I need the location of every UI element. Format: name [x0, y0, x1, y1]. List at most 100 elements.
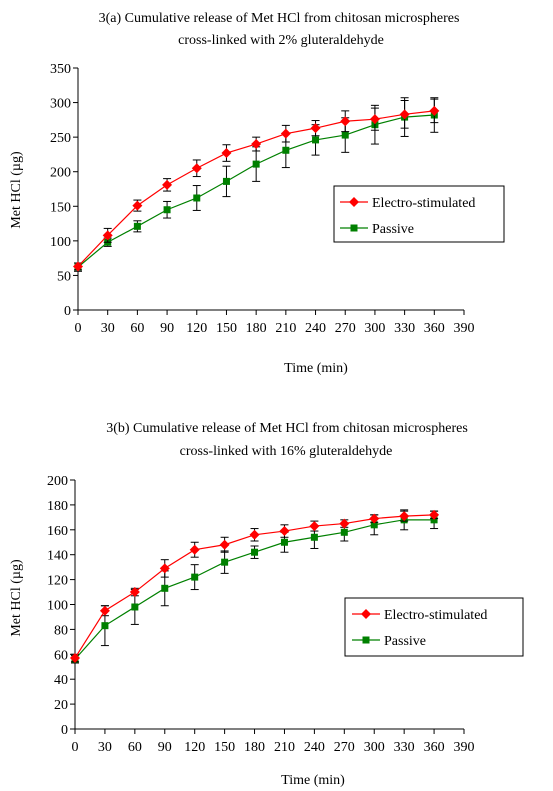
chart-a-electro-point [280, 128, 291, 139]
chart-b-passive-point [370, 521, 378, 529]
chart-a-x-axis-label: Time (min) [284, 361, 348, 376]
chart-a-x-tick-label: 270 [335, 321, 356, 336]
chart-b-passive-point [310, 533, 318, 541]
chart-a-electro-point [310, 123, 321, 134]
chart-b-electro-point [309, 521, 320, 532]
chart-b-x-tick-label: 90 [158, 740, 172, 755]
chart-a-x-tick-label: 360 [424, 321, 445, 336]
chart-a-electro-point [162, 179, 173, 190]
chart-b-x-tick-label: 360 [424, 740, 445, 755]
chart-a-x-tick-label: 240 [305, 321, 326, 336]
chart-b-x-tick-label: 210 [274, 740, 295, 755]
chart-b-y-tick-label: 180 [47, 499, 68, 514]
chart-a-x-tick-label: 300 [364, 321, 385, 336]
chart-b-y-axis-label: Met HCl (µg) [9, 559, 24, 637]
chart-b-passive-point [340, 528, 348, 536]
chart-b-x-axis-label: Time (min) [281, 773, 345, 788]
chart-a-legend-label-electro: Electro-stimulated [372, 196, 475, 211]
chart-a-x-tick-label: 210 [275, 321, 296, 336]
chart-a-legend-marker-passive [350, 224, 358, 232]
chart-b-passive-point [191, 573, 199, 581]
chart-b-electro-point [70, 653, 80, 664]
chart-a-passive-point [282, 146, 290, 154]
chart-b-y-tick-label: 60 [54, 648, 68, 663]
chart-a: 3(a) Cumulative release of Met HCl from … [9, 11, 505, 376]
chart-a-electro-point [73, 261, 83, 272]
chart-b-plot-area: 0 20 40 60 80 100 120 140 160 180 200 0 30 60 90 120 150… [47, 474, 475, 755]
chart-b-passive-point [161, 584, 169, 592]
chart-a-x-tick-label: 390 [454, 321, 475, 336]
chart-b-x-tick-label: 300 [364, 740, 385, 755]
chart-b-title-line2: cross-linked with 16% gluteraldehyde [180, 444, 393, 459]
chart-a-x-tick-label: 150 [216, 321, 237, 336]
chart-b-y-tick-label: 100 [47, 599, 68, 614]
chart-b-electro-point [129, 587, 140, 598]
chart-a-passive-point [133, 222, 141, 230]
chart-a-x-tick-label: 60 [130, 321, 144, 336]
chart-a-passive-point [341, 131, 349, 139]
chart-b-passive-point [131, 603, 139, 611]
chart-a-passive-point [312, 136, 320, 144]
chart-b-electro-point [279, 526, 290, 537]
chart-b-electro-point [159, 563, 170, 574]
chart-a-title-line1: 3(a) Cumulative release of Met HCl from … [99, 11, 460, 26]
chart-b-x-tick-label: 30 [98, 740, 112, 755]
chart-b-electro-point [339, 518, 350, 529]
chart-a-x-tick-label: 330 [394, 321, 415, 336]
chart-a-electro-point [429, 105, 440, 116]
chart-b-y-tick-label: 20 [54, 698, 68, 713]
chart-a-y-tick-label: 100 [50, 235, 71, 250]
chart-b-x-tick-label: 180 [244, 740, 265, 755]
chart-a-passive-point [252, 160, 260, 168]
chart-a-electro-point [340, 116, 351, 127]
chart-b-y-tick-label: 160 [47, 524, 68, 539]
chart-a-legend-label-passive: Passive [372, 222, 414, 237]
chart-a-y-tick-label: 50 [57, 269, 71, 284]
chart-b-y-tick-label: 120 [47, 574, 68, 589]
chart-a-y-axis-label: Met HCl (µg) [9, 151, 24, 229]
chart-a-electro-point [399, 109, 410, 120]
chart-b-electro-point [429, 509, 440, 520]
chart-a-x-tick-label: 90 [160, 321, 174, 336]
chart-b-x-tick-label: 270 [334, 740, 355, 755]
chart-b-electro-point [399, 511, 410, 522]
chart-a-y-tick-label: 250 [50, 131, 71, 146]
chart-a-electro-point [251, 139, 262, 150]
chart-a-passive-point [222, 177, 230, 185]
chart-a-legend-marker-electro [349, 197, 359, 207]
chart-b-passive-point [101, 622, 109, 630]
chart-b-legend-box [344, 597, 524, 657]
chart-b-y-tick-label: 80 [54, 623, 68, 638]
chart-b-electro-point [249, 529, 260, 540]
chart-a-passive-point [163, 206, 171, 214]
chart-a-electro-point [132, 200, 143, 211]
chart-a-electro-point [102, 230, 113, 241]
chart-b-y-tick-label: 140 [47, 549, 68, 564]
chart-a-legend-box [333, 185, 505, 243]
chart-b-electro-point [219, 539, 230, 550]
chart-b-legend-marker-passive [362, 636, 370, 644]
chart-a-electro-point [221, 148, 232, 159]
chart-a-title-line2: cross-linked with 2% gluteraldehyde [178, 33, 384, 48]
chart-b-x-tick-label: 240 [304, 740, 325, 755]
chart-a-y-tick-label: 300 [50, 97, 71, 112]
chart-b-x-tick-label: 330 [394, 740, 415, 755]
chart-b-legend-label-passive: Passive [384, 634, 426, 649]
chart-b-y-tick-label: 0 [61, 723, 68, 738]
chart-a-electro-point [369, 114, 380, 125]
chart-b-electro-point [369, 513, 380, 524]
chart-b-passive-point [280, 538, 288, 546]
chart-b-x-tick-label: 150 [214, 740, 235, 755]
chart-b-y-tick-label: 200 [47, 474, 68, 489]
chart-a-x-tick-label: 0 [75, 321, 82, 336]
chart-a-legend: Electro-stimulated Passive [333, 185, 505, 243]
chart-b-x-tick-label: 390 [454, 740, 475, 755]
chart-b-legend-marker-electro [361, 609, 371, 619]
chart-a-x-tick-label: 180 [246, 321, 267, 336]
chart-a-x-tick-label: 120 [186, 321, 207, 336]
chart-a-x-tick-label: 30 [101, 321, 115, 336]
chart-b-passive-point [221, 558, 229, 566]
chart-b-title-line1: 3(b) Cumulative release of Met HCl from … [106, 421, 468, 436]
chart-a-y-tick-label: 200 [50, 166, 71, 181]
